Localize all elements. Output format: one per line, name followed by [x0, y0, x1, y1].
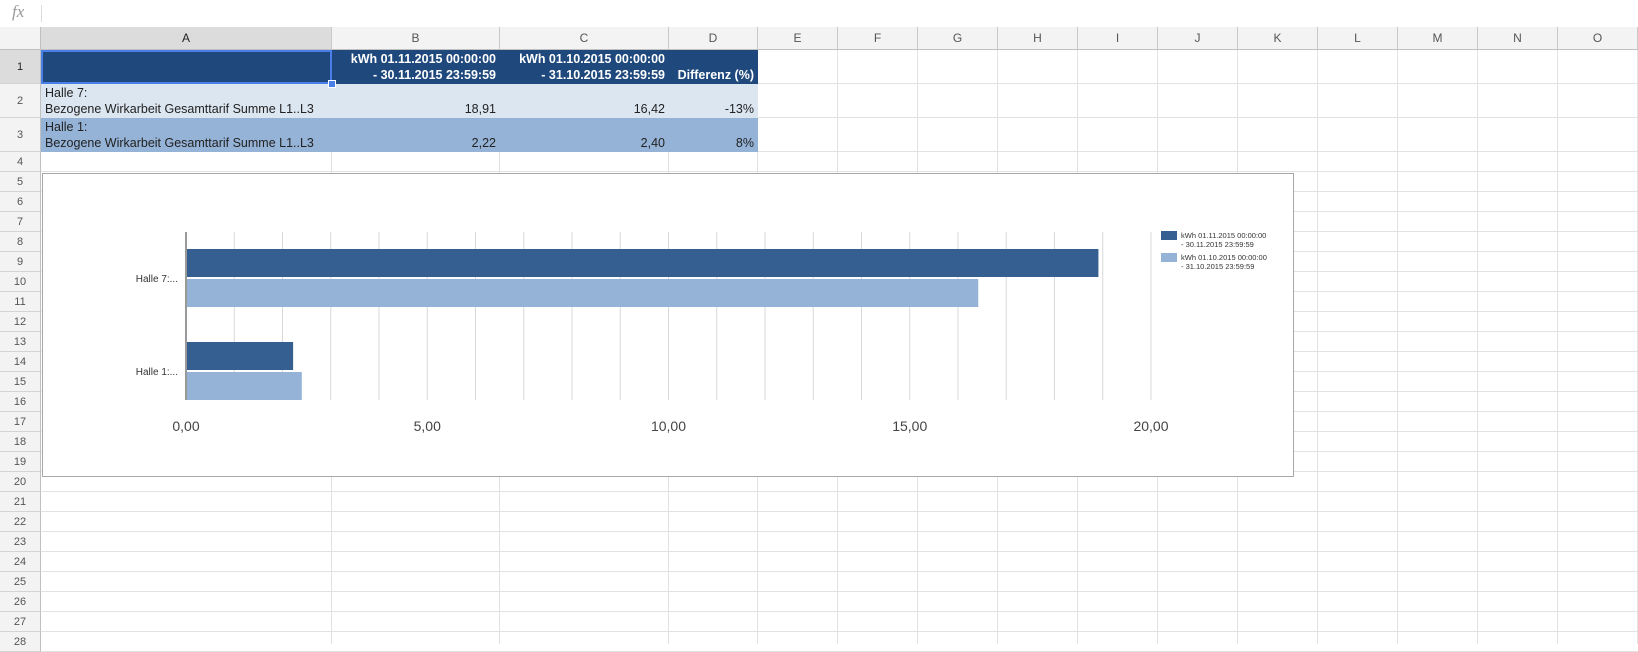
- cell-b1[interactable]: kWh 01.11.2015 00:00:00 - 30.11.2015 23:…: [332, 50, 500, 84]
- column-header-l[interactable]: L: [1318, 27, 1398, 50]
- formula-bar: fx: [0, 0, 1638, 28]
- bar-oct-1: [187, 372, 302, 400]
- column-header-i[interactable]: I: [1078, 27, 1158, 50]
- grid-line: [41, 151, 1638, 152]
- column-header-k[interactable]: K: [1238, 27, 1318, 50]
- column-header-e[interactable]: E: [758, 27, 838, 50]
- select-all-corner[interactable]: [0, 27, 41, 50]
- formula-bar-divider: [41, 5, 42, 22]
- cell-b3[interactable]: 2,22: [332, 118, 500, 152]
- row-header-21[interactable]: 21: [0, 492, 41, 512]
- grid-line: [41, 571, 1638, 572]
- cell-a2[interactable]: Halle 7: Bezogene Wirkarbeit Gesamttarif…: [41, 84, 332, 118]
- row-header-2[interactable]: 2: [0, 84, 41, 118]
- legend-label: - 30.11.2015 23:59:59: [1181, 240, 1254, 249]
- column-header-g[interactable]: G: [918, 27, 998, 50]
- column-header-c[interactable]: C: [500, 27, 669, 50]
- row-header-3[interactable]: 3: [0, 118, 41, 152]
- cell-b2[interactable]: 18,91: [332, 84, 500, 118]
- fill-handle[interactable]: [328, 80, 336, 88]
- row-header-16[interactable]: 16: [0, 392, 41, 412]
- chart-svg: 0,00 5,00 10,00 15,00 20,00 Halle 7:... Halle …: [136, 231, 1267, 434]
- x-tick-label: 0,00: [172, 418, 199, 434]
- grid-line: [41, 531, 1638, 532]
- cell-a3[interactable]: Halle 1: Bezogene Wirkarbeit Gesamttarif…: [41, 118, 332, 152]
- row-header-26[interactable]: 26: [0, 592, 41, 612]
- cell-d3[interactable]: 8%: [669, 118, 758, 152]
- column-header-n[interactable]: N: [1478, 27, 1558, 50]
- column-header-m[interactable]: M: [1398, 27, 1478, 50]
- column-header-a[interactable]: A: [41, 27, 332, 50]
- cell-a1[interactable]: [41, 50, 332, 84]
- grid-line: [41, 551, 1638, 552]
- bar-chart[interactable]: 0,00 5,00 10,00 15,00 20,00 Halle 7:... Halle …: [42, 173, 1294, 477]
- grid-line: [41, 511, 1638, 512]
- legend-label: kWh 01.10.2015 00:00:00: [1181, 253, 1267, 262]
- bar-oct-0: [187, 279, 979, 307]
- bar-nov-1: [187, 342, 294, 370]
- legend-swatch-1: [1161, 253, 1177, 262]
- grid-line: [1477, 50, 1478, 644]
- row-header-15[interactable]: 15: [0, 372, 41, 392]
- row-header-17[interactable]: 17: [0, 412, 41, 432]
- x-tick-label: 10,00: [651, 418, 686, 434]
- cell-c1[interactable]: kWh 01.10.2015 00:00:00 - 31.10.2015 23:…: [500, 50, 669, 84]
- row-header-10[interactable]: 10: [0, 272, 41, 292]
- function-icon: fx: [12, 2, 25, 21]
- row-header-7[interactable]: 7: [0, 212, 41, 232]
- category-label: Halle 7:...: [136, 274, 178, 285]
- column-header-f[interactable]: F: [838, 27, 918, 50]
- column-header-h[interactable]: H: [998, 27, 1078, 50]
- row-header-23[interactable]: 23: [0, 532, 41, 552]
- row-header-24[interactable]: 24: [0, 552, 41, 572]
- row-header-8[interactable]: 8: [0, 232, 41, 252]
- formula-input[interactable]: [48, 4, 1632, 24]
- legend-label: kWh 01.11.2015 00:00:00: [1181, 231, 1266, 240]
- row-header-11[interactable]: 11: [0, 292, 41, 312]
- grid-line: [41, 591, 1638, 592]
- row-header-25[interactable]: 25: [0, 572, 41, 592]
- legend-label: - 31.10.2015 23:59:59: [1181, 262, 1254, 271]
- column-header-o[interactable]: O: [1558, 27, 1638, 50]
- column-header-d[interactable]: D: [669, 27, 758, 50]
- x-tick-label: 5,00: [414, 418, 441, 434]
- bar-nov-0: [187, 249, 1099, 277]
- category-label: Halle 1:...: [136, 367, 178, 378]
- row-header-13[interactable]: 13: [0, 332, 41, 352]
- row-header-20[interactable]: 20: [0, 472, 41, 492]
- row-header-6[interactable]: 6: [0, 192, 41, 212]
- grid-line: [41, 117, 1638, 118]
- cell-d2[interactable]: -13%: [669, 84, 758, 118]
- grid-line: [41, 171, 1638, 172]
- column-header-b[interactable]: B: [332, 27, 500, 50]
- row-header-28[interactable]: 28: [0, 632, 41, 652]
- row-header-9[interactable]: 9: [0, 252, 41, 272]
- cell-c3[interactable]: 2,40: [500, 118, 669, 152]
- row-header-5[interactable]: 5: [0, 172, 41, 192]
- grid-line: [1397, 50, 1398, 644]
- x-tick-label: 20,00: [1133, 418, 1168, 434]
- cell-c2[interactable]: 16,42: [500, 84, 669, 118]
- legend-swatch-0: [1161, 231, 1177, 240]
- grid-line: [41, 631, 1638, 632]
- grid-line: [1317, 50, 1318, 644]
- column-header-j[interactable]: J: [1158, 27, 1238, 50]
- row-header-22[interactable]: 22: [0, 512, 41, 532]
- grid-line: [41, 491, 1638, 492]
- x-tick-label: 15,00: [892, 418, 927, 434]
- grid-line: [1557, 50, 1558, 644]
- row-header-19[interactable]: 19: [0, 452, 41, 472]
- row-header-1[interactable]: 1: [0, 50, 41, 84]
- row-header-27[interactable]: 27: [0, 612, 41, 632]
- row-header-18[interactable]: 18: [0, 432, 41, 452]
- grid-line: [41, 83, 1638, 84]
- row-header-12[interactable]: 12: [0, 312, 41, 332]
- grid-line: [41, 611, 1638, 612]
- row-header-14[interactable]: 14: [0, 352, 41, 372]
- cell-d1[interactable]: Differenz (%): [669, 50, 758, 84]
- row-header-4[interactable]: 4: [0, 152, 41, 172]
